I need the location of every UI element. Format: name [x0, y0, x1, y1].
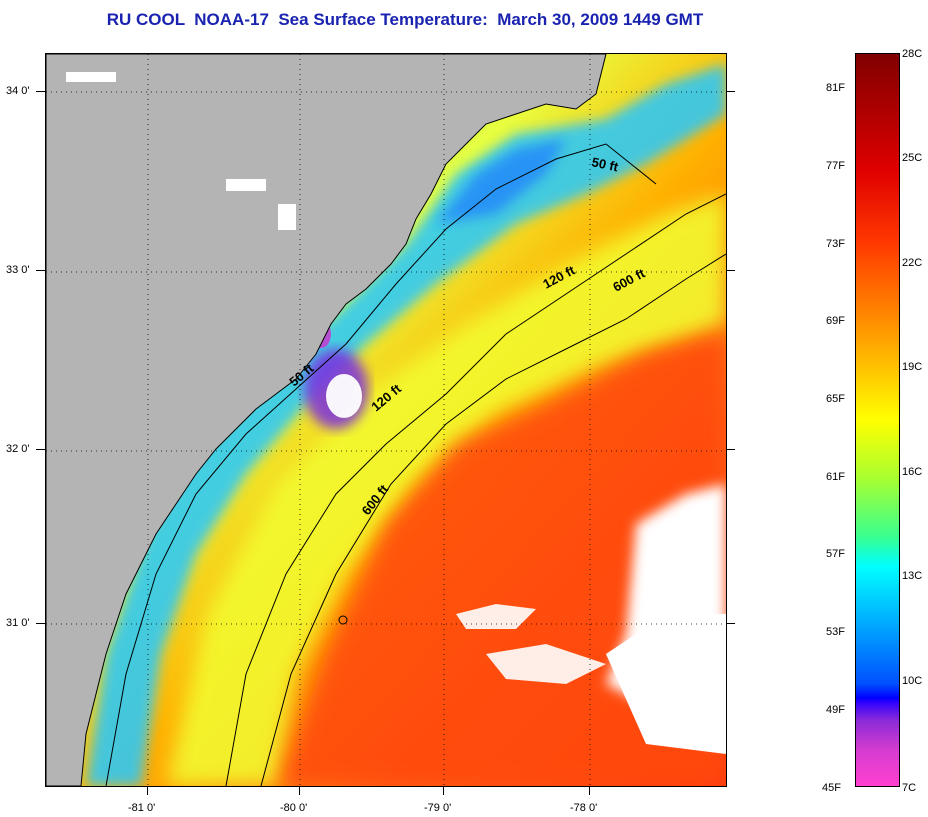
colorbar-f-49: 49F: [826, 704, 845, 716]
sst-map[interactable]: 50 ft 50 ft 120 ft 120 ft 600 ft 600 ft: [45, 53, 727, 787]
colorbar-f-65: 65F: [826, 393, 845, 405]
colorbar-c-7: 7C: [902, 782, 917, 794]
colorbar-f-73: 73F: [826, 238, 845, 250]
colorbar-f-69: 69F: [826, 315, 845, 327]
colorbar-f-61: 61F: [826, 471, 845, 483]
colorbar-c-16: 16C: [902, 466, 923, 478]
colorbar-f-53: 53F: [826, 626, 845, 638]
sst-map-canvas: 50 ft 50 ft 120 ft 120 ft 600 ft 600 ft: [46, 54, 726, 786]
land-area: [46, 54, 607, 786]
colorbar-f-45: 45F: [822, 782, 841, 794]
station-marker: [338, 615, 348, 625]
contour-50ft: [105, 143, 657, 786]
colorbar-c-22: 22C: [902, 257, 923, 269]
colorbar-c-10: 10C: [902, 675, 923, 687]
colorbar-c-28: 28C: [902, 48, 923, 60]
colorbar-c-19: 19C: [902, 361, 923, 373]
coastal-cool-band: [86, 64, 726, 786]
colorbar-c-25: 25C: [902, 152, 923, 164]
colorbar-f-77: 77F: [826, 160, 845, 172]
lon-label-80: -80 0': [280, 802, 308, 814]
cloud-mask: [456, 484, 726, 754]
temperature-colorbar: [855, 53, 900, 787]
mid-shelf-band: [166, 194, 726, 786]
colorbar-c-13: 13C: [902, 570, 923, 582]
colorbar-f-81: 81F: [826, 82, 845, 94]
lat-label-31: 31 0': [6, 617, 30, 629]
lon-label-79: -79 0': [424, 802, 452, 814]
lon-label-81: -81 0': [128, 802, 156, 814]
map-title: RU COOL NOAA-17 Sea Surface Temperature:…: [106, 10, 704, 29]
isobath-contours: [105, 143, 726, 786]
contour-label-50ft-north: 50 ft: [590, 154, 620, 174]
lon-label-78: -78 0': [570, 802, 598, 814]
contour-120ft: [225, 193, 726, 786]
coastal-blue-patch: [436, 139, 566, 224]
lat-label-33: 33 0': [6, 264, 30, 276]
grid-lines: [46, 54, 726, 786]
colorbar-f-57: 57F: [826, 548, 845, 560]
lat-label-34: 34 0': [6, 85, 30, 97]
inland-cloud: [66, 72, 296, 230]
contour-600ft: [260, 253, 726, 786]
lat-label-32: 32 0': [6, 443, 30, 455]
